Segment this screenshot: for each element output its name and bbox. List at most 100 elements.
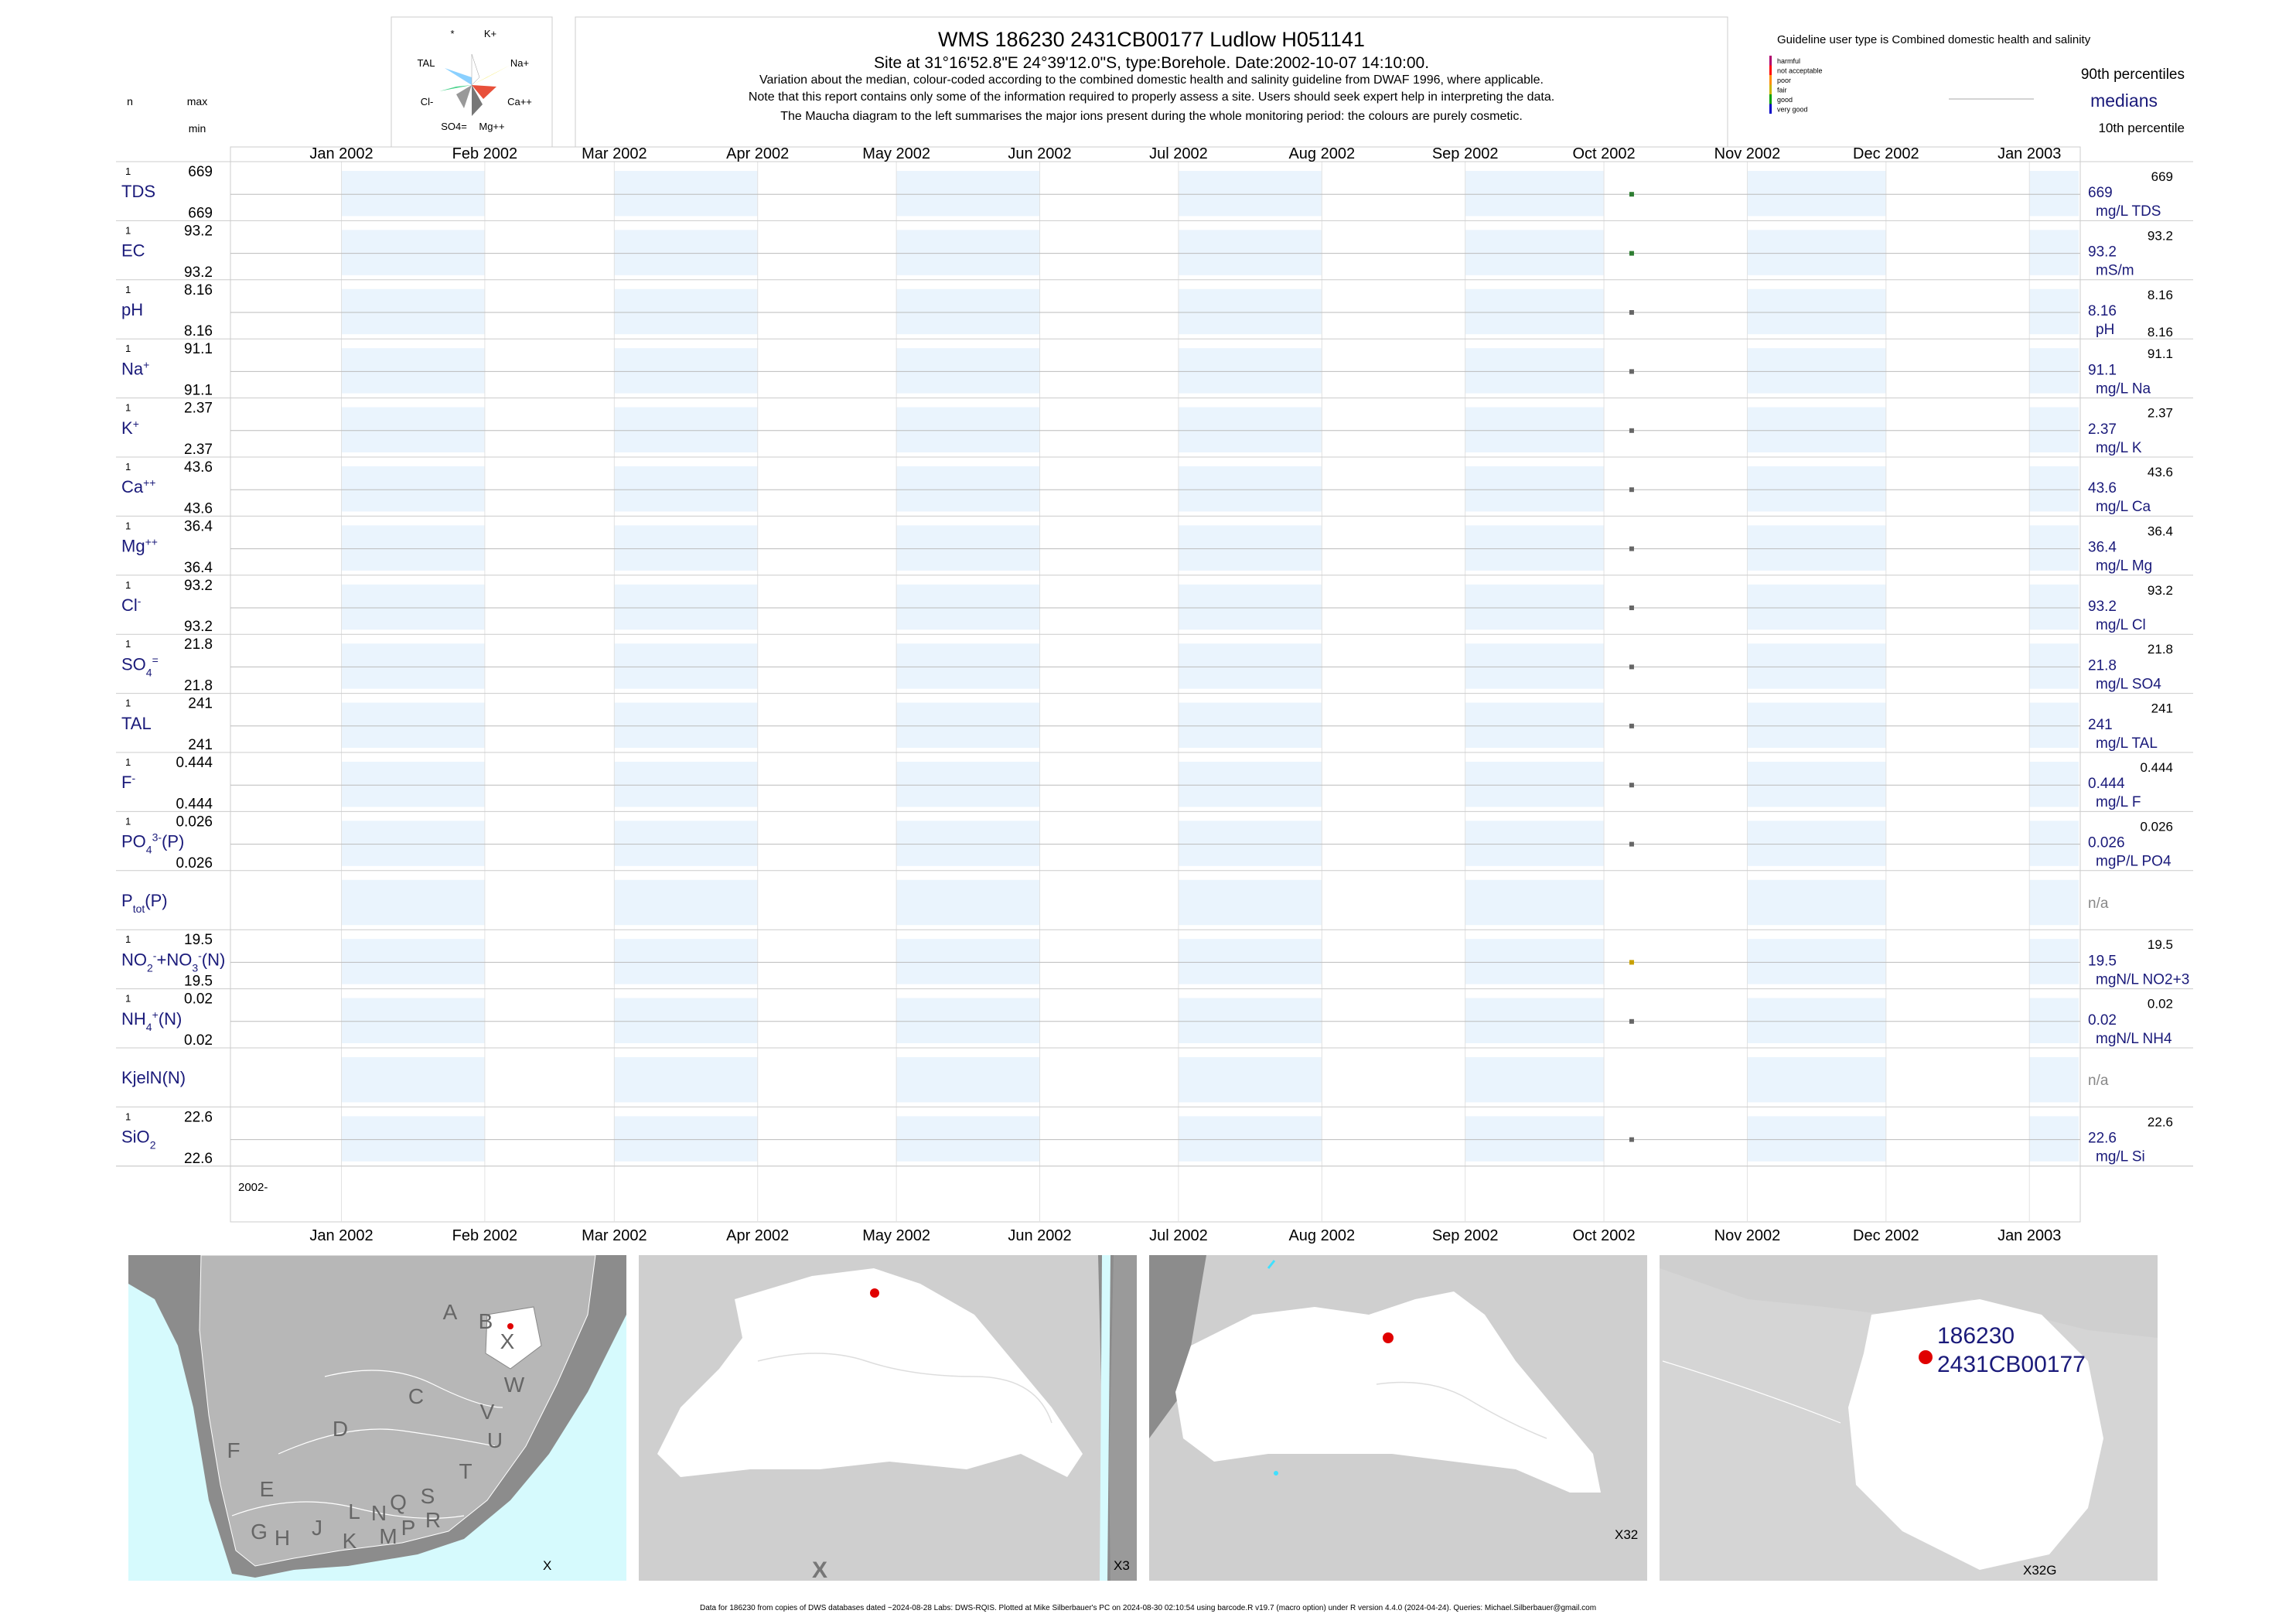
row-n: 1 [125, 993, 131, 1005]
variable-row: 1 241 241 TAL 241 241 mg/L TAL [116, 696, 2193, 753]
month-band [2029, 702, 2079, 748]
row-unit: mg/L Ca [2096, 499, 2151, 515]
row-max: 0.444 [176, 755, 213, 771]
variable-label-part: SO [121, 654, 146, 674]
month-band [1747, 1116, 1886, 1162]
month-band [1747, 762, 1886, 807]
map4-label: X32G [2023, 1563, 2056, 1578]
month-band [341, 525, 485, 571]
month-band [614, 702, 758, 748]
site-code-label: 2431CB00177 [1937, 1352, 2086, 1377]
month-band [1178, 288, 1322, 335]
month-band [341, 288, 485, 335]
row-unit: mg/L F [2096, 794, 2141, 810]
row-median: 0.02 [2088, 1012, 2117, 1029]
month-band [2029, 1116, 2079, 1162]
map-region-label: D [333, 1417, 348, 1441]
maucha-label-star: * [450, 28, 454, 39]
row-p90: 19.5 [2148, 937, 2173, 952]
row-p90: 21.8 [2148, 642, 2173, 657]
month-band [341, 1057, 485, 1103]
sample-point [1629, 251, 1634, 256]
month-band [614, 821, 758, 866]
month-band [1178, 1116, 1322, 1162]
month-band [1465, 879, 1605, 926]
row-n: 1 [125, 1111, 131, 1122]
sample-point [1629, 723, 1634, 728]
month-band [1465, 821, 1605, 866]
x-tick-label: Jan 2002 [309, 1227, 373, 1244]
variable-label-part: Ca [121, 477, 144, 496]
month-band [1465, 702, 1605, 748]
variable-label-part: - [198, 949, 202, 961]
variable-label-part: (N) [202, 950, 226, 969]
variable-label-part: - [153, 949, 157, 961]
month-band [1178, 230, 1322, 275]
x-tick-label: Feb 2002 [452, 145, 518, 162]
month-band [1747, 584, 1886, 630]
x-axis-top: Jan 2002 Feb 2002 Mar 2002 Apr 2002 May 2002… [309, 145, 2061, 162]
row-max: 93.2 [184, 223, 213, 239]
plot-frame [230, 146, 2081, 1223]
row-median: 22.6 [2088, 1131, 2117, 1147]
x-tick-label: Nov 2002 [1714, 145, 1781, 162]
map-region-label: R [425, 1508, 441, 1532]
row-median: 21.8 [2088, 657, 2117, 674]
x-tick-label: Apr 2002 [726, 1227, 789, 1244]
row-n: 1 [125, 343, 131, 354]
variable-label: SO4= [121, 653, 159, 678]
month-band [614, 643, 758, 689]
month-band [1465, 1057, 1605, 1103]
month-band [341, 762, 485, 807]
x-tick-label: Sep 2002 [1432, 145, 1499, 162]
guideline-class-swatch [1769, 65, 1772, 75]
month-band [1465, 525, 1605, 571]
row-p90: 8.16 [2148, 288, 2173, 302]
map-region-label: G [251, 1520, 268, 1544]
row-max: 0.02 [184, 991, 213, 1008]
month-band [341, 171, 485, 217]
variable-label-part: 3- [152, 831, 162, 844]
variable-label-part: (P) [162, 832, 184, 851]
month-band [1465, 584, 1605, 630]
variable-label: SiO2 [121, 1128, 156, 1151]
guideline-text: Guideline user type is Combined domestic… [1777, 33, 2091, 46]
x-tick-label: Feb 2002 [452, 1227, 518, 1244]
row-median: 0.026 [2088, 835, 2125, 851]
month-band [2029, 348, 2079, 394]
row-unit: mg/L SO4 [2096, 676, 2161, 692]
guideline-class-label: good [1777, 96, 1793, 104]
variable-label-part: P [121, 891, 133, 910]
month-band [1178, 762, 1322, 807]
row-unit: mg/L TDS [2096, 203, 2161, 220]
month-band [2029, 288, 2079, 335]
report-title: WMS 186230 2431CB00177 Ludlow H051141 [938, 28, 1365, 51]
row-median: 43.6 [2088, 480, 2117, 496]
row-p90: 22.6 [2148, 1114, 2173, 1129]
guideline-class-swatch [1769, 56, 1772, 66]
row-max: 21.8 [184, 636, 213, 653]
row-n: 1 [125, 520, 131, 531]
year-label: 2002- [238, 1181, 268, 1194]
row-p10: 8.16 [2148, 325, 2173, 339]
variable-row: 1 21.8 21.8 SO4= 21.8 21.8 mg/L SO4 [116, 636, 2193, 694]
variable-label: EC [121, 241, 145, 261]
month-band [1465, 407, 1605, 452]
variable-label-part: = [152, 653, 159, 666]
row-n: 1 [125, 461, 131, 473]
maucha-sector-cl [439, 85, 472, 91]
month-band [614, 466, 758, 512]
maucha-diagram: * K+ TAL Na+ Cl- Ca++ SO4= Mg++ [391, 16, 553, 148]
month-band [1465, 288, 1605, 335]
map-catchment-x3: X X3 [639, 1255, 1137, 1583]
guideline-classes: harmful not acceptable poor fair good very go… [1769, 56, 1823, 114]
month-band [614, 879, 758, 926]
month-band [896, 821, 1040, 866]
map-region-label: Q [390, 1490, 407, 1514]
month-band [614, 230, 758, 275]
row-median: 2.37 [2088, 421, 2117, 438]
